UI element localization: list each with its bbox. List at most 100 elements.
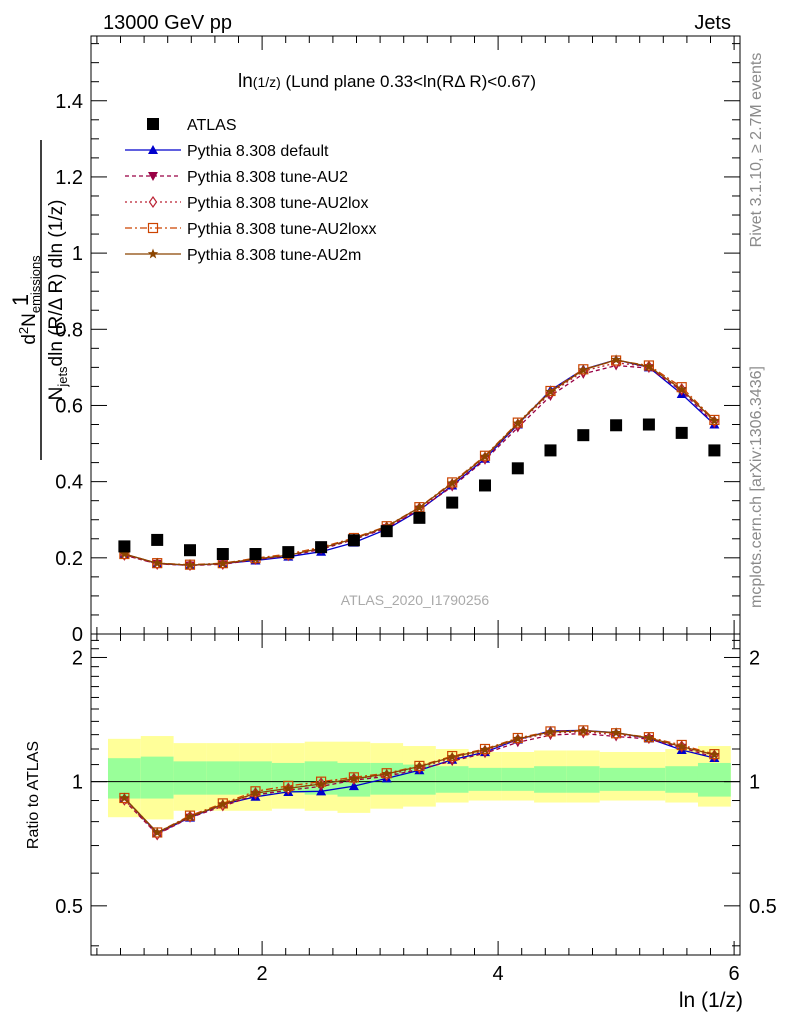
legend-label-3: Pythia 8.308 tune-AU2loxx <box>187 221 376 238</box>
legend-marker-1 <box>148 172 158 181</box>
atlas-point-4 <box>249 548 262 561</box>
band-inner-11 <box>468 767 502 791</box>
atlas-point-5 <box>282 546 295 559</box>
band-inner-14 <box>566 766 600 793</box>
y-tick-label-1.2: 1.2 <box>55 167 83 189</box>
ratio-4-point-1 <box>151 826 163 837</box>
atlas-point-1 <box>151 533 164 546</box>
legend-marker-2 <box>148 195 158 209</box>
svg-text:1: 1 <box>8 294 33 306</box>
series-4-point-3 <box>217 558 229 568</box>
ratio-series <box>119 725 720 841</box>
rivet-label: Rivet 3.1.10, ≥ 2.7M events <box>748 53 765 248</box>
band-inner-10 <box>435 766 469 793</box>
y-tick-label-0.4: 0.4 <box>55 472 83 494</box>
legend-label-0: Pythia 8.308 default <box>187 143 329 160</box>
ratio-4-point-4 <box>250 787 261 798</box>
ratio-tick-left-0.5: 0.5 <box>55 896 83 918</box>
y-tick-label-0.2: 0.2 <box>55 548 83 570</box>
plot-title: ln(1/z) (Lund plane 0.33<ln(RΔ R)<0.67) <box>238 71 536 92</box>
atlas-point-2 <box>184 544 197 557</box>
y-tick-label-0.6: 0.6 <box>55 395 83 417</box>
atlas-point-6 <box>315 541 328 554</box>
mcplots-label: mcplots.cern.ch [arXiv:1306.3436] <box>748 366 765 608</box>
atlas-point-8 <box>380 525 393 538</box>
ratio-4-point-15 <box>610 727 622 738</box>
band-inner-17 <box>665 766 699 793</box>
svg-text:Njetsdln (R/Δ R) dln (1/z): Njetsdln (R/Δ R) dln (1/z) <box>46 200 70 401</box>
header-jets: Jets <box>694 12 731 34</box>
atlas-point-14 <box>577 429 590 442</box>
y-axis-label: 1 <box>8 294 33 306</box>
ratio-4-point-5 <box>283 782 294 793</box>
series-line-4 <box>124 359 715 566</box>
ratio-tick-left-1: 1 <box>72 772 83 794</box>
series-line-0 <box>124 359 715 567</box>
atlas-point-17 <box>675 426 688 439</box>
band-inner-13 <box>534 766 567 793</box>
ratio-tick-right-2: 2 <box>749 647 760 669</box>
atlas-point-0 <box>118 540 131 553</box>
series-4-point-14 <box>578 364 589 375</box>
analysis-watermark: ATLAS_2020_I1790256 <box>341 592 490 608</box>
ratio-uncertainty-bands <box>107 736 731 820</box>
x-axis-label: ln (1/z) <box>679 989 743 1012</box>
series-4-point-17 <box>676 383 687 394</box>
series-4-point-13 <box>545 386 556 397</box>
band-inner-15 <box>599 767 633 791</box>
legend-label-1: Pythia 8.308 tune-AU2 <box>187 169 348 186</box>
ratio-4-point-12 <box>512 733 524 744</box>
ratio-4-point-0 <box>119 792 130 803</box>
y-tick-label-1.4: 1.4 <box>55 91 83 113</box>
series-4-point-0 <box>119 548 130 559</box>
legend-marker-0 <box>148 145 158 154</box>
band-inner-1 <box>140 756 174 799</box>
band-inner-18 <box>697 762 731 797</box>
series-4-point-11 <box>479 451 491 461</box>
series-4-point-15 <box>610 354 622 365</box>
atlas-point-10 <box>446 496 459 509</box>
atlas-point-12 <box>511 462 524 475</box>
svg-text:d2Nemissions: d2Nemissions <box>16 255 43 345</box>
x-tick-label-4: 4 <box>493 963 504 985</box>
band-inner-0 <box>107 758 141 799</box>
header-energy: 13000 GeV pp <box>103 12 232 34</box>
ratio-y-label: Ratio to ATLAS <box>25 741 42 849</box>
series-4-point-18 <box>709 415 720 426</box>
main-series <box>119 354 720 572</box>
ratio-frame <box>90 633 741 956</box>
series-4-point-16 <box>643 361 655 372</box>
atlas-point-18 <box>708 444 721 457</box>
atlas-data-points <box>118 418 721 561</box>
ratio-4-point-16 <box>643 732 655 743</box>
series-4-point-12 <box>512 417 524 428</box>
ratio-tick-left-2: 2 <box>72 647 83 669</box>
ratio-tick-right-1: 1 <box>749 772 760 794</box>
legend-label-2: Pythia 8.308 tune-AU2lox <box>187 195 368 212</box>
legend-marker-atlas <box>147 118 159 130</box>
y-tick-label-0: 0 <box>72 624 83 646</box>
ratio-3-point-4 <box>250 786 261 797</box>
ratio-0-point-7 <box>348 781 359 791</box>
legend-marker-4 <box>147 248 159 259</box>
axis-ticks: 2 4 6 0 0.2 0.4 0.6 0.8 1 1.2 1.4 0.5 0.5 1 1 2 2 <box>55 36 777 985</box>
ratio-4-point-2 <box>184 811 196 822</box>
legend-marker-3 <box>147 222 159 234</box>
series-4-point-2 <box>184 559 196 570</box>
series-4-point-1 <box>151 557 163 568</box>
legend: ATLAS Pythia 8.308 default Pythia 8.308 tu… <box>125 117 376 264</box>
ratio-4-point-14 <box>578 725 589 736</box>
atlas-point-13 <box>544 444 557 457</box>
ratio-4-point-7 <box>348 773 360 784</box>
series-4-point-9 <box>414 502 425 512</box>
ratio-4-point-13 <box>545 726 556 737</box>
atlas-point-7 <box>347 534 360 547</box>
ratio-4-point-18 <box>709 749 720 760</box>
legend-label-atlas: ATLAS <box>187 117 237 134</box>
ratio-4-point-17 <box>676 741 687 752</box>
ratio-tick-right-0.5: 0.5 <box>749 896 777 918</box>
x-tick-label-6: 6 <box>729 963 740 985</box>
ratio-4-point-11 <box>479 744 491 755</box>
series-line-3 <box>124 359 715 566</box>
series-line-2 <box>124 362 715 566</box>
